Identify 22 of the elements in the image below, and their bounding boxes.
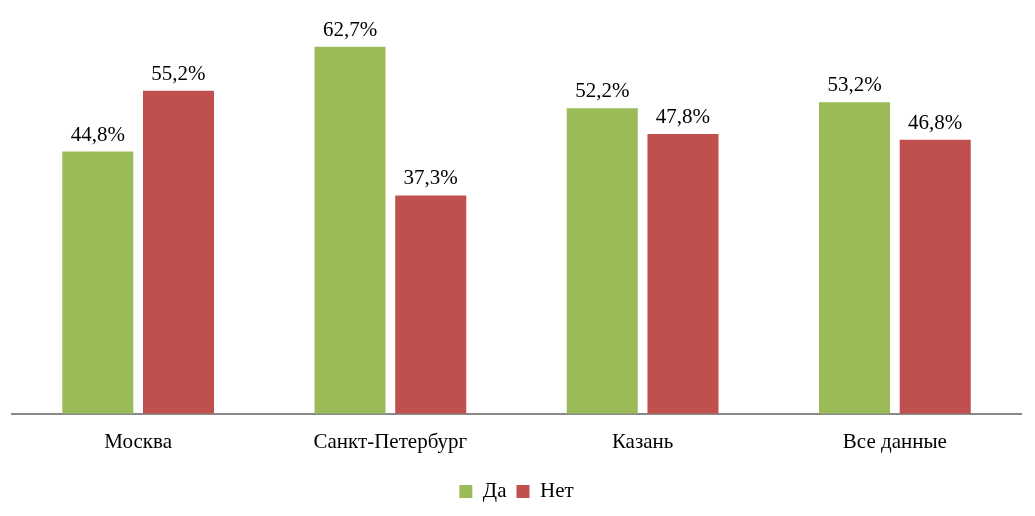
data-label: 44,8% [70, 121, 125, 146]
bar [142, 90, 214, 414]
bar [819, 102, 891, 414]
bar [647, 133, 719, 414]
x-tick-label: Казань [611, 428, 674, 453]
data-label: 53,2% [827, 72, 882, 97]
bar [314, 46, 386, 414]
bar [62, 151, 134, 414]
data-label: 55,2% [151, 60, 206, 85]
data-label: 37,3% [403, 165, 458, 190]
data-label: 62,7% [322, 16, 378, 41]
x-tick-label: Москва [104, 428, 173, 453]
bar [899, 139, 971, 414]
data-label: 52,2% [575, 78, 630, 103]
data-label: 47,8% [655, 103, 711, 128]
bar [566, 108, 638, 414]
legend-label: Нет [539, 478, 574, 503]
data-label: 46,8% [908, 109, 963, 134]
legend-label: Да [482, 478, 508, 503]
bar [395, 195, 467, 414]
x-tick-label: Все данные [842, 428, 947, 453]
x-tick-label: Санкт-Петербург [313, 428, 468, 453]
